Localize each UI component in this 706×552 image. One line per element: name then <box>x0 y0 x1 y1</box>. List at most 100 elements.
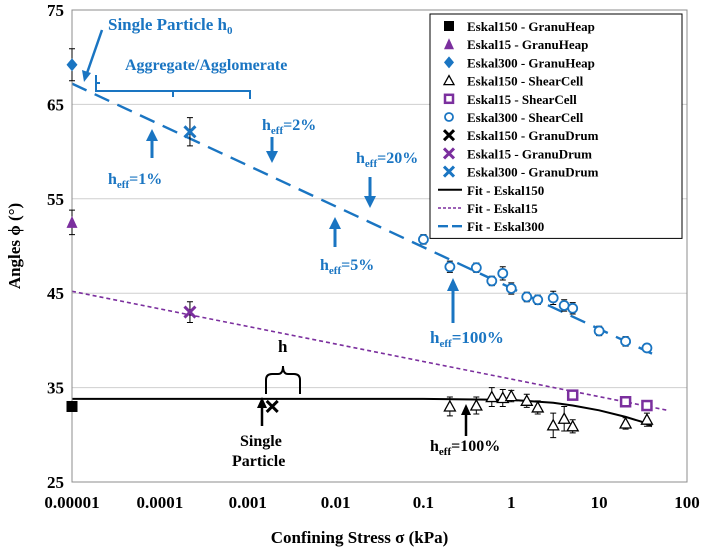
aggregate-label: Aggregate/Agglomerate <box>125 57 287 74</box>
legend-label-3: Eskal150 - ShearCell <box>467 74 584 89</box>
point-3-4 <box>504 389 518 402</box>
y-tick-label-45: 45 <box>47 284 64 303</box>
legend-box <box>429 13 683 239</box>
point-5-11 <box>593 325 605 337</box>
x-tick-label-1: 1 <box>507 493 516 512</box>
legend-marker-8 <box>442 165 456 178</box>
y-tick-label-75: 75 <box>47 1 64 20</box>
heff1-arrowhead <box>146 129 158 141</box>
y-tick-label-65: 65 <box>47 95 64 114</box>
point-6-0 <box>265 399 279 414</box>
h-label: h <box>278 337 288 356</box>
legend-fit-label-0: Fit - Eskal150 <box>467 183 544 198</box>
legend-label-0: Eskal150 - GranuHeap <box>467 19 595 34</box>
point-5-3 <box>486 275 498 287</box>
legend-fit-label-1: Fit - Eskal15 <box>467 201 538 216</box>
heff100-blue-arrowhead <box>447 278 459 291</box>
y-axis-title: Angles ϕ (°) <box>5 203 24 289</box>
point-3-6 <box>531 400 545 413</box>
single-particle-black-arrowhead <box>257 397 267 408</box>
heff100-black-arrowhead <box>461 404 471 415</box>
point-5-13 <box>641 342 653 354</box>
legend: Eskal150 - GranuHeap Eskal15 - GranuHeap E… <box>429 13 683 239</box>
legend-label-8: Eskal300 - GranuDrum <box>467 165 599 180</box>
fit-line-2 <box>71 82 653 355</box>
x-tick-label-0.01: 0.01 <box>321 493 351 512</box>
x-tick-label-0.1: 0.1 <box>413 493 434 512</box>
legend-label-7: Eskal15 - GranuDrum <box>467 146 592 161</box>
single-particle-arrowhead <box>82 70 91 82</box>
legend-label-1: Eskal15 - GranuHeap <box>467 37 588 52</box>
legend-label-2: Eskal300 - GranuHeap <box>467 55 595 70</box>
heff5-label: heff=5% <box>320 257 374 277</box>
point-4-0 <box>566 389 579 401</box>
x-axis-title: Confining Stress σ (kPa) <box>271 528 449 547</box>
point-4-2 <box>641 399 653 412</box>
legend-marker-4 <box>443 93 455 105</box>
legend-marker-6 <box>442 129 456 142</box>
heff20-label: heff=20% <box>356 150 418 170</box>
axes: 25 35 45 55 65 75 0.00001 0.0001 0.001 0.01 0.1 1 10… <box>5 1 700 547</box>
legend-marker-1 <box>444 38 454 50</box>
heff100-blue-label: heff=100% <box>430 328 504 350</box>
heff5-arrowhead <box>329 217 341 229</box>
point-5-8 <box>547 292 559 304</box>
point-5-7 <box>532 294 544 306</box>
heff20-arrowhead <box>364 196 376 208</box>
single-particle-h0-label: Single Particle h0 <box>108 15 233 37</box>
y-tick-label-35: 35 <box>47 379 64 398</box>
single-particle-line1: Single <box>240 433 282 450</box>
plot-frame <box>71 9 688 483</box>
point-7-0 <box>183 305 197 319</box>
data-points <box>66 48 654 439</box>
point-5-10 <box>567 302 579 314</box>
heff2-arrowhead <box>266 151 278 163</box>
annotations: Single Particle h0 Aggregate/Agglomerate… <box>82 15 504 470</box>
y-tick-label-55: 55 <box>47 190 64 209</box>
single-particle-arrow <box>84 29 104 77</box>
heff2-label: heff=2% <box>262 117 316 137</box>
single-particle-line2: Particle <box>232 453 285 470</box>
point-3-9 <box>566 419 580 432</box>
point-3-7 <box>546 418 560 431</box>
point-3-8 <box>557 411 571 424</box>
legend-marker-0 <box>444 21 454 31</box>
point-2-0 <box>66 58 78 72</box>
point-3-11 <box>640 412 654 425</box>
x-tick-label-0.001: 0.001 <box>229 493 267 512</box>
point-5-5 <box>505 283 517 294</box>
x-tick-label-100: 100 <box>674 493 700 512</box>
y-tick-label-25: 25 <box>47 473 64 492</box>
point-5-2 <box>470 262 482 274</box>
point-1-0 <box>66 215 78 228</box>
point-5-12 <box>620 335 631 347</box>
point-4-1 <box>619 396 632 408</box>
legend-marker-3 <box>442 74 456 86</box>
legend-label-5: Eskal300 - ShearCell <box>467 110 584 125</box>
point-0-0 <box>66 400 78 412</box>
point-3-5 <box>520 393 534 406</box>
heff1-label: heff=1% <box>108 171 162 191</box>
fit-line-0 <box>72 397 653 428</box>
legend-label-4: Eskal15 - ShearCell <box>467 92 577 107</box>
x-tick-label-0.00001: 0.00001 <box>44 493 99 512</box>
point-5-1 <box>444 261 456 273</box>
point-3-1 <box>469 398 483 411</box>
aggregate-bracket <box>95 75 251 99</box>
legend-fit-label-2: Fit - Eskal300 <box>467 219 544 234</box>
heff100-black-label: heff=100% <box>430 438 500 458</box>
legend-marker-7 <box>442 147 456 160</box>
point-5-6 <box>521 291 533 303</box>
point-3-10 <box>618 416 633 429</box>
point-3-0 <box>443 399 457 412</box>
point-3-2 <box>485 390 499 403</box>
x-tick-label-10: 10 <box>591 493 608 512</box>
legend-label-6: Eskal150 - GranuDrum <box>467 128 599 143</box>
point-5-0 <box>418 233 429 245</box>
point-8-0 <box>183 125 197 139</box>
legend-marker-5 <box>444 112 454 122</box>
legend-marker-2 <box>444 56 454 69</box>
h-brace <box>265 365 301 394</box>
x-tick-label-0.0001: 0.0001 <box>136 493 183 512</box>
